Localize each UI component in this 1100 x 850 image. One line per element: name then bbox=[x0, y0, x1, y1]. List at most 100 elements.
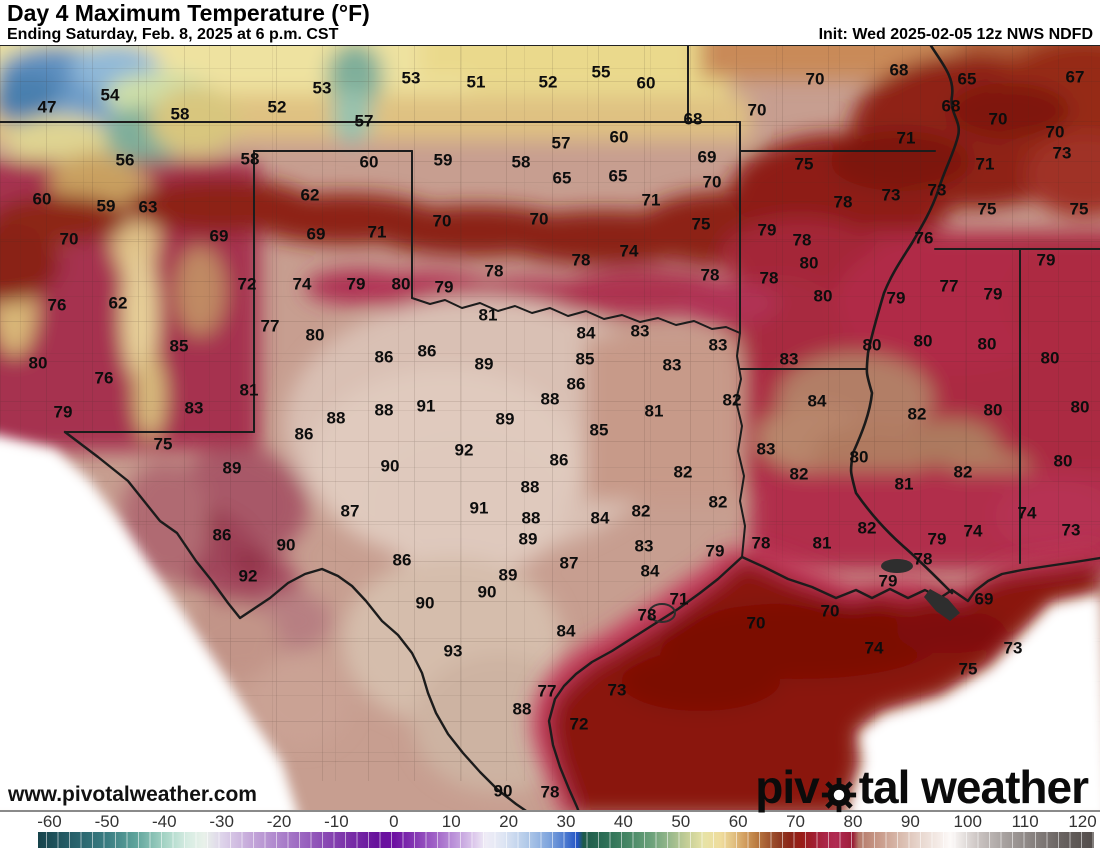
temp-label: 82 bbox=[632, 502, 651, 521]
temp-label: 71 bbox=[670, 590, 689, 609]
temp-label: 80 bbox=[814, 287, 833, 306]
temp-label: 68 bbox=[890, 61, 909, 80]
temp-label: 80 bbox=[800, 254, 819, 273]
temp-label: 60 bbox=[33, 190, 52, 209]
temp-label: 84 bbox=[808, 392, 827, 411]
temp-label: 88 bbox=[375, 401, 394, 420]
temp-label: 82 bbox=[790, 465, 809, 484]
temp-label: 89 bbox=[475, 355, 494, 374]
temp-label: 77 bbox=[940, 277, 959, 296]
temp-label: 59 bbox=[434, 151, 453, 170]
temp-label: 83 bbox=[185, 399, 204, 418]
temp-label: 55 bbox=[592, 63, 611, 82]
temp-label: 56 bbox=[116, 151, 135, 170]
temp-label: 58 bbox=[171, 105, 190, 124]
temp-label: 83 bbox=[631, 322, 650, 341]
temp-label: 82 bbox=[954, 463, 973, 482]
temp-label: 73 bbox=[1004, 639, 1023, 658]
colorbar-tick: 120 bbox=[1068, 812, 1096, 831]
temp-label: 89 bbox=[519, 530, 538, 549]
colorbar-tick: -10 bbox=[324, 812, 349, 831]
temp-label: 90 bbox=[494, 782, 513, 801]
temp-label: 70 bbox=[821, 602, 840, 621]
temp-label: 79 bbox=[879, 572, 898, 591]
colorbar-tick: 110 bbox=[1012, 812, 1039, 831]
temp-label: 79 bbox=[887, 289, 906, 308]
temp-label: 86 bbox=[567, 375, 586, 394]
temp-label: 63 bbox=[139, 198, 158, 217]
temp-label: 84 bbox=[591, 509, 610, 528]
temp-label: 93 bbox=[444, 642, 463, 661]
temp-label: 92 bbox=[455, 441, 474, 460]
temp-label: 70 bbox=[748, 101, 767, 120]
temp-label: 89 bbox=[496, 410, 515, 429]
no-data-mask bbox=[0, 435, 1100, 811]
temp-label: 86 bbox=[295, 425, 314, 444]
temp-label: 78 bbox=[914, 550, 933, 569]
temp-label: 81 bbox=[645, 402, 664, 421]
colorbar-tick: 90 bbox=[901, 812, 920, 831]
temp-label: 82 bbox=[674, 463, 693, 482]
temp-label: 65 bbox=[958, 70, 977, 89]
temp-label: 53 bbox=[402, 69, 421, 88]
colorbar-tick: 40 bbox=[614, 812, 633, 831]
temp-label: 75 bbox=[1070, 200, 1089, 219]
temp-label: 67 bbox=[1066, 68, 1085, 87]
temp-label: 69 bbox=[210, 227, 229, 246]
temp-label: 84 bbox=[641, 562, 660, 581]
temp-label: 80 bbox=[29, 354, 48, 373]
temp-label: 81 bbox=[813, 534, 832, 553]
temp-label: 79 bbox=[1037, 251, 1056, 270]
temp-label: 80 bbox=[1054, 452, 1073, 471]
temp-label: 86 bbox=[213, 526, 232, 545]
temp-label: 75 bbox=[692, 215, 711, 234]
temp-label: 76 bbox=[48, 296, 67, 315]
temperature-labels: 47 54 58 52 53 57 56 58 60 60 59 63 62 69 69 70 71 53 51 52… bbox=[29, 61, 1090, 802]
temp-label: 71 bbox=[976, 155, 995, 174]
state-borders bbox=[0, 46, 1100, 811]
temp-label: 54 bbox=[101, 86, 120, 105]
temp-label: 88 bbox=[522, 509, 541, 528]
temp-label: 80 bbox=[1041, 349, 1060, 368]
colorbar-tick-labels: -60 -50 -40 -30 -20 -10 0 10 20 30 40 50 60 70 80 90 100… bbox=[37, 812, 1097, 831]
temp-label: 65 bbox=[609, 167, 628, 186]
temp-label: 86 bbox=[418, 342, 437, 361]
temp-label: 52 bbox=[539, 73, 558, 92]
temperature-map: 47 54 58 52 53 57 56 58 60 60 59 63 62 69 69 70 71 53 51 52… bbox=[0, 45, 1100, 811]
temp-label: 87 bbox=[341, 502, 360, 521]
temp-label: 79 bbox=[435, 278, 454, 297]
temp-label: 74 bbox=[865, 639, 884, 658]
colorbar-tick: -50 bbox=[95, 812, 120, 831]
temp-label: 81 bbox=[240, 381, 259, 400]
temp-label: 74 bbox=[620, 242, 639, 261]
temp-label: 80 bbox=[984, 401, 1003, 420]
temp-label: 70 bbox=[1046, 123, 1065, 142]
temp-label: 70 bbox=[989, 110, 1008, 129]
watermark-url[interactable]: www.pivotalweather.com bbox=[8, 783, 257, 806]
temp-label: 79 bbox=[758, 221, 777, 240]
temp-label: 85 bbox=[576, 350, 595, 369]
temp-label: 47 bbox=[38, 98, 57, 117]
temp-label: 83 bbox=[635, 537, 654, 556]
temp-label: 52 bbox=[268, 98, 287, 117]
temp-label: 91 bbox=[417, 397, 436, 416]
temp-label: 80 bbox=[1071, 398, 1090, 417]
temp-label: 70 bbox=[703, 173, 722, 192]
colorbar-tick: 60 bbox=[729, 812, 748, 831]
temp-label: 87 bbox=[560, 554, 579, 573]
temp-label: 88 bbox=[327, 409, 346, 428]
temp-label: 86 bbox=[375, 348, 394, 367]
temp-label: 78 bbox=[638, 606, 657, 625]
temp-label: 84 bbox=[577, 324, 596, 343]
temp-label: 62 bbox=[109, 294, 128, 313]
temp-label: 60 bbox=[637, 74, 656, 93]
temp-label: 89 bbox=[223, 459, 242, 478]
colorbar-segments bbox=[38, 832, 1094, 848]
temp-label: 73 bbox=[928, 181, 947, 200]
temp-label: 69 bbox=[698, 148, 717, 167]
temp-label: 82 bbox=[723, 391, 742, 410]
temp-label: 90 bbox=[416, 594, 435, 613]
temp-label: 82 bbox=[908, 405, 927, 424]
colorbar-tick: 20 bbox=[499, 812, 518, 831]
